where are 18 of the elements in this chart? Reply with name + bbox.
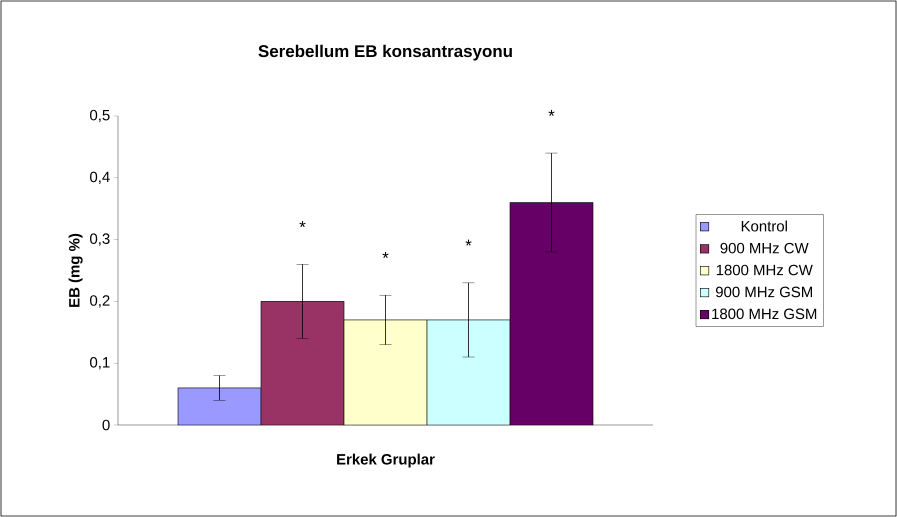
y-tick-label: 0,2 bbox=[90, 295, 110, 308]
annotation: * bbox=[382, 252, 389, 258]
y-tick-label: 0 bbox=[102, 420, 110, 430]
y-axis-title: EB (mg %) bbox=[68, 234, 83, 307]
y-tick-label: 0,4 bbox=[90, 172, 110, 184]
annotation: * bbox=[465, 240, 472, 246]
y-tick-label: 0,3 bbox=[90, 233, 110, 246]
legend-label: Kontrol bbox=[742, 220, 787, 232]
y-tick-label: 0,1 bbox=[90, 357, 110, 370]
legend-label: 1800 MHz GSM bbox=[712, 308, 816, 320]
chart-title: Serebellum EB konsantrasyonu bbox=[258, 44, 512, 60]
y-tick-label: 0,5 bbox=[90, 110, 110, 122]
legend-label: 900 MHz GSM bbox=[716, 286, 812, 298]
legend-label: 900 MHz CW bbox=[720, 242, 809, 254]
text: * bbox=[548, 110, 555, 116]
x-axis-title: Erkek Gruplar bbox=[337, 454, 435, 468]
legend-label: 1800 MHz CW bbox=[716, 264, 813, 276]
annotation: * bbox=[299, 221, 306, 228]
